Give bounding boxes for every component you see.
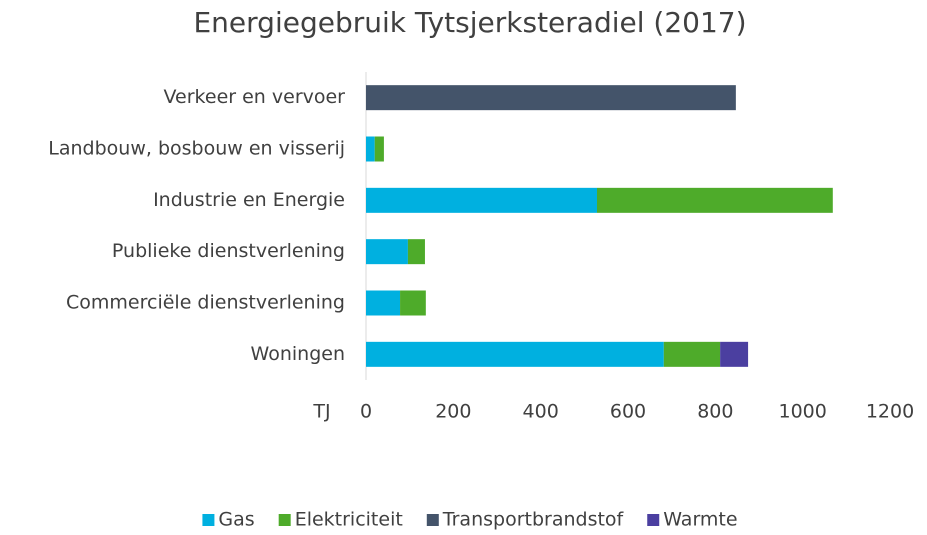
legend-swatch <box>647 514 660 526</box>
legend-label: Transportbrandstof <box>442 509 625 531</box>
bar-segment <box>366 136 375 162</box>
bar-segment <box>663 341 721 367</box>
y-tick-label: Industrie en Energie <box>153 189 345 211</box>
legend-label: Warmte <box>663 509 737 531</box>
bar-segment <box>374 136 384 162</box>
chart-title: Energiegebruik Tytsjerksteradiel (2017) <box>193 6 746 39</box>
x-axis-label: TJ <box>312 401 330 423</box>
x-tick-label: 800 <box>697 401 733 423</box>
legend-swatch <box>202 514 215 526</box>
y-tick-label: Commerciële dienstverlening <box>66 292 345 314</box>
y-tick-label: Verkeer en vervoer <box>164 86 346 108</box>
x-tick-label: 1200 <box>866 401 914 423</box>
y-tick-label: Publieke dienstverlening <box>112 240 345 262</box>
bar-segment <box>366 290 401 316</box>
bar-segment <box>366 239 408 265</box>
bar-segment <box>366 85 736 111</box>
bar-segment <box>366 187 597 213</box>
x-tick-label: 200 <box>435 401 471 423</box>
y-tick-label: Landbouw, bosbouw en visserij <box>48 138 345 160</box>
x-tick-label: 600 <box>610 401 646 423</box>
legend-label: Gas <box>218 509 254 531</box>
legend-swatch <box>426 514 439 526</box>
bar-segment <box>596 187 833 213</box>
y-tick-label: Woningen <box>251 343 345 365</box>
bar-segment <box>407 239 425 265</box>
legend-swatch <box>278 514 291 526</box>
bar-segment <box>720 341 749 367</box>
x-tick-label: 400 <box>523 401 559 423</box>
legend-label: Elektriciteit <box>295 509 403 531</box>
x-tick-label: 1000 <box>778 401 826 423</box>
x-tick-label: 0 <box>360 401 372 423</box>
bar-segment <box>366 341 664 367</box>
bar-segment <box>400 290 426 316</box>
